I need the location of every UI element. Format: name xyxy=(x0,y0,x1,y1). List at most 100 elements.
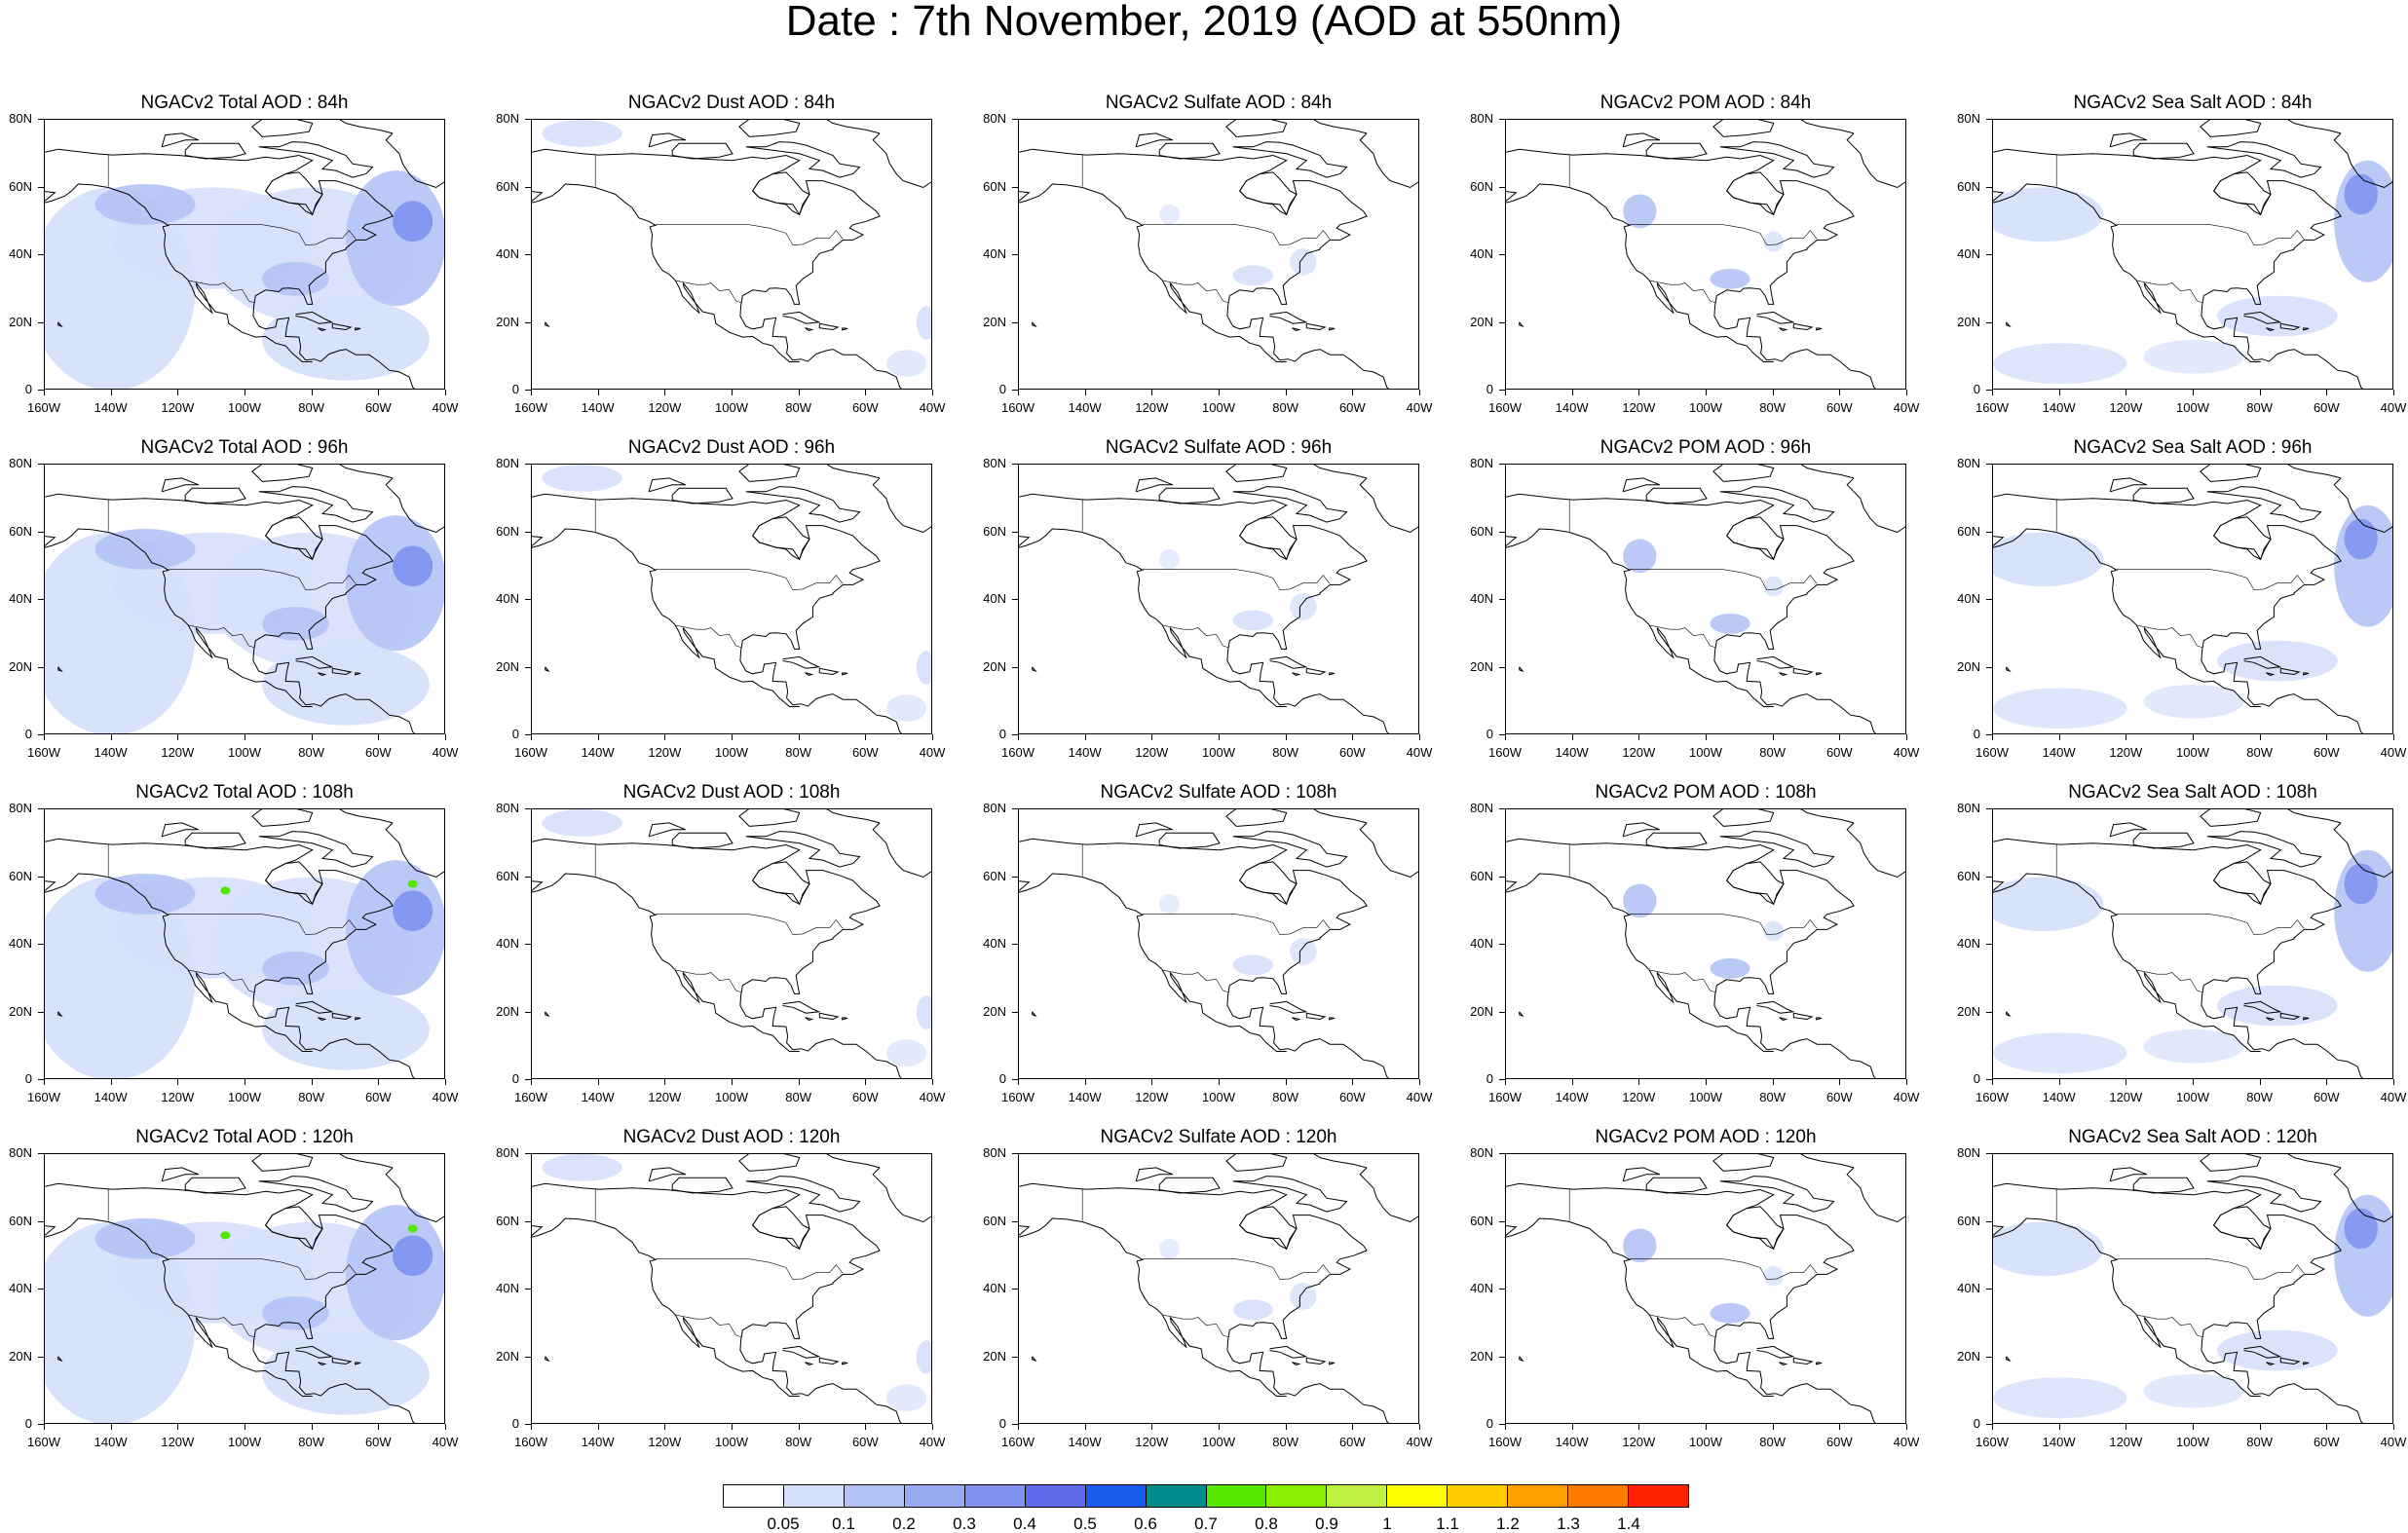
lon-tick xyxy=(1706,1079,1707,1085)
coastline-greenland xyxy=(2287,120,2392,189)
lon-tick xyxy=(311,1079,313,1085)
lon-tick-label: 40W xyxy=(1406,1435,1433,1449)
lon-tick-label: 140W xyxy=(1555,1435,1589,1449)
lon-tick xyxy=(1992,734,1993,740)
lat-tick-label: 60N xyxy=(1470,178,1493,194)
lat-tick xyxy=(525,1011,531,1013)
coastline-greenland xyxy=(1800,465,1905,534)
coastline-island xyxy=(258,486,374,523)
panel-title: NGACv2 Total AOD : 96h xyxy=(140,437,349,458)
lon-tick xyxy=(378,390,380,395)
lon-tick xyxy=(2326,1424,2328,1430)
coastline-greenland xyxy=(1800,1154,1905,1223)
lon-tick-label: 140W xyxy=(1068,1090,1102,1104)
lat-tick xyxy=(38,464,44,465)
lat-tick xyxy=(1012,1424,1018,1425)
coastline-greenland xyxy=(2287,1154,2392,1223)
map-plot-area xyxy=(1505,464,1906,734)
coastline-island xyxy=(251,120,314,137)
national-border xyxy=(169,569,357,590)
panel-title: NGACv2 Sea Salt AOD : 96h xyxy=(2073,437,2313,458)
coastline-island xyxy=(842,327,848,331)
national-border xyxy=(1162,624,1229,649)
colorbar xyxy=(723,1484,1689,1508)
lat-tick-label: 0 xyxy=(24,1416,32,1431)
lon-tick xyxy=(531,734,532,740)
colorbar-swatch xyxy=(1146,1485,1207,1507)
aod-plume xyxy=(1993,532,2104,587)
coastline-island xyxy=(1645,142,1708,160)
map-panel: NGACv2 Total AOD : 120h 80N 60N 40N 20N 0 160W… xyxy=(9,1124,458,1453)
lat-tick-label: 80N xyxy=(1470,111,1493,126)
lat-tick xyxy=(1499,599,1505,600)
colorbar-label: 0.5 xyxy=(1073,1514,1097,1533)
coastline-west xyxy=(1993,873,2261,1052)
lon-tick-label: 80W xyxy=(298,745,325,760)
lon-tick xyxy=(1772,1424,1774,1430)
coastline-island xyxy=(251,465,314,482)
lat-tick-label: 60N xyxy=(496,523,519,539)
coastline-hudson-bay xyxy=(2213,171,2272,216)
coastline-island xyxy=(648,1167,687,1182)
lon-tick-label: 160W xyxy=(514,1090,547,1104)
aod-plume xyxy=(2217,1329,2338,1371)
lat-tick xyxy=(1012,119,1018,120)
lat-tick-label: 80N xyxy=(9,1145,32,1160)
lon-tick-label: 60W xyxy=(851,1435,879,1449)
lat-tick xyxy=(1012,254,1018,255)
panel-title: NGACv2 POM AOD : 120h xyxy=(1595,1127,1817,1147)
coastline-island xyxy=(1719,486,1835,523)
coastline-island xyxy=(1719,141,1835,178)
colorbar-label: 0.6 xyxy=(1134,1514,1157,1533)
lon-tick-label: 160W xyxy=(27,1435,60,1449)
coastline xyxy=(1019,838,1390,1078)
panel-title: NGACv2 Sea Salt AOD : 120h xyxy=(2068,1127,2317,1147)
national-border xyxy=(2117,1258,2305,1280)
lat-tick-label: 20N xyxy=(1957,1348,1980,1364)
lat-tick xyxy=(1986,1289,1992,1290)
coastline-island xyxy=(161,822,200,838)
national-border xyxy=(1162,969,1229,993)
colorbar-labels: 0.05 0.1 0.2 0.3 0.4 0.5 0.6 0.7 0.8 0.9 1 1.1 1.2 1.… xyxy=(723,1515,1689,1533)
lon-tick xyxy=(1084,734,1086,740)
lat-tick-label: 80N xyxy=(9,801,32,815)
map-panel: NGACv2 POM AOD : 120h 80N 60N 40N 20N 0 160W 14… xyxy=(1470,1124,1919,1453)
coastline-island xyxy=(1292,1017,1301,1022)
aod-plume xyxy=(885,1039,927,1067)
national-border xyxy=(675,280,742,304)
lon-tick xyxy=(2393,734,2394,740)
lon-tick-label: 60W xyxy=(1338,400,1366,415)
coastline-greenland xyxy=(1313,465,1418,534)
lon-tick-label: 160W xyxy=(1001,1435,1035,1449)
coastline-island xyxy=(57,1356,63,1362)
coastline-island xyxy=(2266,327,2276,332)
lat-tick-label: 60N xyxy=(496,1213,519,1228)
lon-tick xyxy=(1505,734,1506,740)
coastline-island xyxy=(331,322,353,331)
coastline-island xyxy=(1519,1011,1524,1017)
lat-tick xyxy=(1499,1011,1505,1013)
lat-tick-label: 40N xyxy=(1470,591,1493,606)
lon-tick-label: 120W xyxy=(2109,400,2143,415)
lon-tick-label: 160W xyxy=(27,1090,60,1104)
coastline-island xyxy=(545,321,550,327)
lon-tick-label: 80W xyxy=(1272,745,1299,760)
lon-tick xyxy=(1505,1424,1506,1430)
aod-plume xyxy=(542,465,622,492)
lon-tick-label: 100W xyxy=(1202,400,1235,415)
lat-tick xyxy=(1986,1011,1992,1013)
lon-tick xyxy=(2326,390,2328,395)
lon-tick xyxy=(865,390,867,395)
lon-tick xyxy=(1018,734,1019,740)
aod-map xyxy=(45,465,444,733)
lon-tick-label: 140W xyxy=(94,1435,128,1449)
lat-tick xyxy=(525,464,531,465)
map-plot-area xyxy=(1018,1153,1419,1424)
coastline-island xyxy=(184,832,246,849)
coastline-island xyxy=(1779,327,1788,332)
lon-tick xyxy=(1285,1079,1287,1085)
lat-tick xyxy=(1012,1011,1018,1013)
aod-plume xyxy=(542,120,622,147)
lon-tick xyxy=(664,1424,666,1430)
map-plot-area xyxy=(44,808,445,1079)
